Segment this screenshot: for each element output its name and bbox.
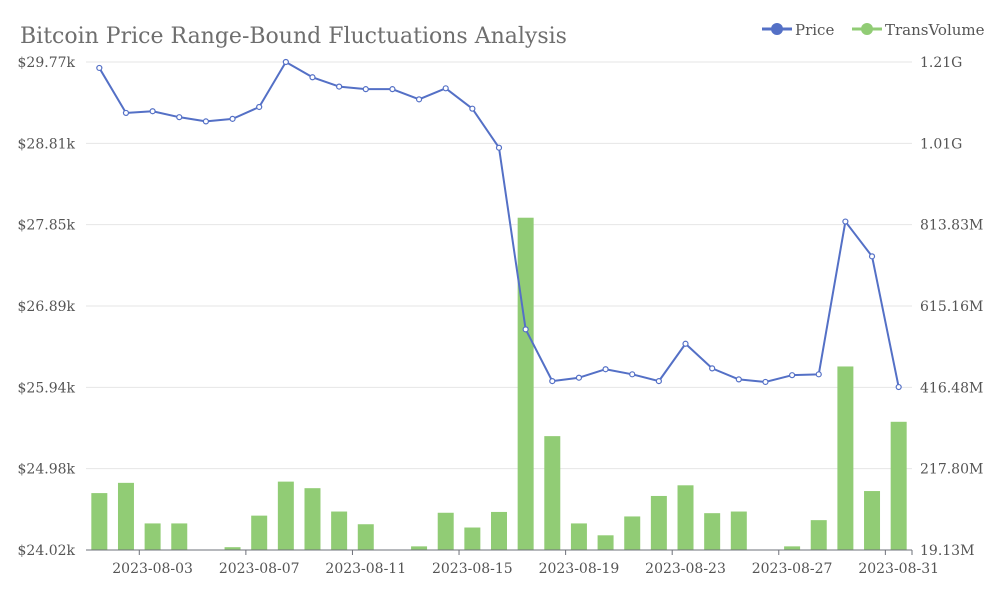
- price-point[interactable]: [709, 365, 716, 372]
- price-point[interactable]: [788, 372, 796, 379]
- volume-bar[interactable]: [411, 546, 428, 550]
- volume-bar[interactable]: [331, 511, 348, 550]
- price-point[interactable]: [602, 366, 609, 373]
- volume-bar[interactable]: [704, 513, 721, 550]
- price-point[interactable]: [522, 326, 529, 333]
- price-point[interactable]: [415, 96, 423, 103]
- y-left-tick-label: $24.02k: [18, 543, 76, 559]
- x-tick-label: 2023-08-15: [432, 561, 513, 577]
- price-point[interactable]: [282, 58, 289, 66]
- price-point[interactable]: [655, 378, 662, 385]
- volume-bar[interactable]: [464, 527, 481, 550]
- x-tick-label: 2023-08-07: [219, 561, 300, 577]
- price-point[interactable]: [762, 378, 769, 386]
- x-tick-label: 2023-08-31: [858, 561, 939, 577]
- x-tick-label: 2023-08-23: [645, 561, 726, 577]
- x-tick-label: 2023-08-19: [539, 561, 620, 577]
- price-point[interactable]: [122, 109, 130, 117]
- volume-bar[interactable]: [304, 488, 321, 550]
- volume-bars: [91, 217, 907, 551]
- volume-bar[interactable]: [117, 482, 134, 550]
- price-point[interactable]: [176, 114, 183, 121]
- y-right-tick-label: 217.80M: [920, 462, 983, 478]
- y-right-tick-label: 416.48M: [920, 380, 983, 396]
- grid-lines: [86, 61, 912, 470]
- volume-bar[interactable]: [810, 520, 827, 550]
- volume-bar[interactable]: [784, 546, 801, 550]
- y-right-tick-label: 1.01G: [920, 136, 962, 152]
- y-right-tick-label: 19.13M: [920, 543, 974, 559]
- price-point[interactable]: [815, 371, 822, 378]
- y-right-tick-label: 615.16M: [920, 299, 983, 315]
- price-point[interactable]: [895, 383, 902, 391]
- price-point[interactable]: [682, 340, 689, 347]
- axes: [86, 549, 913, 555]
- volume-bar[interactable]: [570, 523, 587, 550]
- volume-bar[interactable]: [650, 495, 667, 550]
- y-right-tick-label: 1.21G: [920, 55, 962, 71]
- legend-swatch-dot: [861, 23, 873, 35]
- price-point[interactable]: [842, 218, 849, 225]
- price-point[interactable]: [575, 374, 583, 381]
- chart-title: Bitcoin Price Range-Bound Fluctuations A…: [20, 24, 567, 49]
- price-point[interactable]: [149, 108, 156, 115]
- legend[interactable]: Price TransVolume: [762, 21, 985, 39]
- legend-label: TransVolume: [885, 21, 985, 39]
- volume-bar[interactable]: [437, 512, 454, 550]
- volume-bar[interactable]: [677, 485, 694, 550]
- price-point[interactable]: [336, 83, 343, 90]
- volume-bar[interactable]: [837, 366, 854, 550]
- price-point[interactable]: [362, 86, 369, 93]
- y-left-tick-label: $25.94k: [18, 380, 76, 396]
- y-left-tick-label: $28.81k: [18, 136, 76, 152]
- volume-bar[interactable]: [491, 511, 507, 550]
- price-point[interactable]: [229, 115, 236, 122]
- y-left-tick-label: $27.85k: [18, 218, 76, 234]
- price-point[interactable]: [469, 105, 476, 112]
- volume-bar[interactable]: [357, 524, 374, 550]
- x-axis-labels: 2023-08-03 2023-08-07 2023-08-11 2023-08-15…: [112, 561, 939, 577]
- volume-bar[interactable]: [597, 535, 614, 550]
- y-left-tick-label: $26.89k: [18, 299, 76, 315]
- y-left-tick-label: $29.77k: [18, 55, 76, 71]
- volume-bar[interactable]: [517, 217, 534, 551]
- volume-bar[interactable]: [544, 436, 561, 550]
- price-point[interactable]: [868, 253, 876, 260]
- price-point[interactable]: [549, 378, 556, 385]
- legend-item-price[interactable]: Price: [762, 21, 834, 39]
- price-point[interactable]: [202, 118, 210, 125]
- x-tick-label: 2023-08-03: [112, 561, 193, 577]
- price-point[interactable]: [96, 64, 103, 72]
- volume-bar[interactable]: [251, 515, 268, 550]
- price-point[interactable]: [442, 85, 449, 92]
- price-point[interactable]: [309, 74, 316, 81]
- x-tick-label: 2023-08-27: [752, 561, 833, 577]
- volume-bar[interactable]: [224, 547, 241, 550]
- legend-label: Price: [795, 21, 834, 39]
- y-axis-left-labels: $29.77k $28.81k $27.85k $26.89k $25.94k $24.9…: [18, 55, 76, 559]
- volume-bar[interactable]: [890, 421, 907, 550]
- price-point[interactable]: [735, 376, 742, 383]
- volume-bar[interactable]: [144, 523, 161, 550]
- x-tick-label: 2023-08-11: [325, 561, 406, 577]
- volume-bar[interactable]: [864, 491, 881, 550]
- price-point[interactable]: [495, 144, 503, 151]
- volume-bar[interactable]: [624, 516, 641, 550]
- volume-bar[interactable]: [91, 493, 108, 550]
- price-point[interactable]: [256, 103, 263, 111]
- volume-bar[interactable]: [277, 481, 294, 550]
- price-point[interactable]: [389, 86, 396, 93]
- price-point[interactable]: [629, 371, 636, 378]
- price-line: [96, 58, 902, 391]
- legend-swatch-dot: [771, 23, 783, 35]
- y-axis-right-labels: 1.21G 1.01G 813.83M 615.16M 416.48M 217.80M 19…: [920, 55, 983, 559]
- legend-item-transvolume[interactable]: TransVolume: [852, 21, 985, 39]
- volume-bar[interactable]: [171, 523, 188, 550]
- y-right-tick-label: 813.83M: [920, 218, 983, 234]
- volume-bar[interactable]: [730, 511, 747, 550]
- y-left-tick-label: $24.98k: [18, 462, 76, 478]
